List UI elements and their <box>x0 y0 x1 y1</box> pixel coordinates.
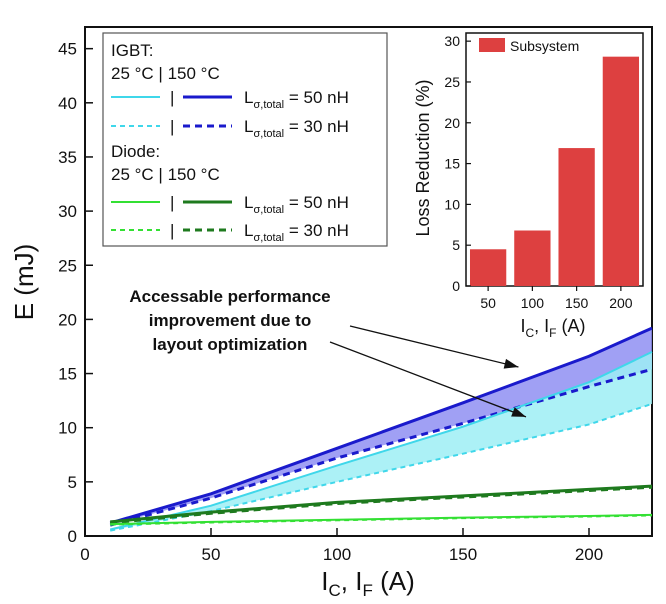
legend-separator: | <box>170 221 174 240</box>
inset-x-ticks: 50 100 150 200 <box>480 286 633 311</box>
legend: IGBT: 25 °C | 150 °C | Lσ,total = 50 nH … <box>102 32 388 247</box>
inset-legend-label: Subsystem <box>510 38 579 54</box>
legend-separator: | <box>170 193 174 212</box>
series-line-7 <box>110 514 653 526</box>
main-y-tick-label: 10 <box>58 419 77 438</box>
inset-bar-chart: 50 100 150 200 0 5 10 15 20 25 30 Subsystem Loss … <box>413 32 644 340</box>
main-y-tick-label: 45 <box>58 40 77 59</box>
legend-diode-temp-header: 25 °C | 150 °C <box>111 165 220 184</box>
inset-bar-200 <box>602 56 640 287</box>
annotation-arrow-line <box>349 325 519 368</box>
main-y-tick-label: 0 <box>68 527 77 546</box>
series-line-1 <box>109 367 653 527</box>
legend-separator: | <box>170 88 174 107</box>
inset-y-tick-label: 30 <box>444 33 460 49</box>
legend-diode-50nh-label: Lσ,total = 50 nH <box>244 193 349 216</box>
inset-legend-swatch <box>479 38 505 52</box>
inset-y-tick-label: 20 <box>444 115 460 131</box>
inset-bar-100 <box>514 230 551 286</box>
inset-y-tick-label: 0 <box>452 278 460 294</box>
main-x-ticks: 0 50 100 150 200 <box>80 528 603 564</box>
inset-x-tick-label: 150 <box>565 295 589 311</box>
annotation-line-3: layout optimization <box>153 335 308 354</box>
legend-diode-title: Diode: <box>111 142 160 161</box>
main-x-tick-label: 0 <box>80 545 89 564</box>
main-x-tick-label: 50 <box>202 545 221 564</box>
inset-bar-150 <box>558 148 595 286</box>
inset-y-tick-label: 10 <box>444 196 460 212</box>
main-y-ticks: 0 5 10 15 20 25 30 35 40 45 <box>58 40 93 546</box>
annotation-line-1: Accessable performance <box>129 287 330 306</box>
main-y-tick-label: 15 <box>58 365 77 384</box>
annotation-arrow-line <box>329 341 527 418</box>
main-x-axis-label: IC, IF (A) <box>321 566 414 600</box>
legend-igbt-temp-header: 25 °C | 150 °C <box>111 64 220 83</box>
annotation-line-2: improvement due to <box>149 311 311 330</box>
annotation-arrow-head <box>511 407 526 417</box>
series-line-5 <box>110 485 653 525</box>
series-line-2 <box>109 350 653 531</box>
inset-bar-50 <box>469 249 507 286</box>
inset-y-ticks: 0 5 10 15 20 25 30 <box>444 33 471 294</box>
legend-igbt-30nh-label: Lσ,total = 30 nH <box>244 117 349 140</box>
main-y-tick-label: 5 <box>68 473 77 492</box>
legend-frame <box>102 32 388 247</box>
series-line-0 <box>109 326 653 525</box>
main-y-tick-label: 35 <box>58 148 77 167</box>
main-y-tick-label: 30 <box>58 202 77 221</box>
annotation-arrows <box>329 325 527 418</box>
inset-bars <box>469 56 640 287</box>
annotation: Accessable performance improvement due t… <box>129 287 527 418</box>
inset-y-axis-label: Loss Reduction (%) <box>413 79 433 236</box>
main-y-tick-label: 25 <box>58 256 77 275</box>
inset-y-tick-label: 5 <box>452 237 460 253</box>
main-series-lines <box>109 326 653 532</box>
inset-x-axis-label: IC, IF (A) <box>520 316 585 340</box>
inset-y-tick-label: 25 <box>444 74 460 90</box>
annotation-arrow-head <box>503 358 519 369</box>
legend-separator: | <box>170 117 174 136</box>
inset-x-tick-label: 200 <box>609 295 633 311</box>
legend-igbt-50nh-label: Lσ,total = 50 nH <box>244 88 349 111</box>
main-y-axis-label: E (mJ) <box>9 244 39 321</box>
inset-y-tick-label: 15 <box>444 156 460 172</box>
main-y-tick-label: 20 <box>58 310 77 329</box>
inset-x-tick-label: 50 <box>480 295 496 311</box>
legend-diode-30nh-label: Lσ,total = 30 nH <box>244 221 349 244</box>
main-x-tick-label: 150 <box>449 545 477 564</box>
inset-x-tick-label: 100 <box>521 295 545 311</box>
main-x-tick-label: 200 <box>575 545 603 564</box>
legend-igbt-title: IGBT: <box>111 41 154 60</box>
main-x-tick-label: 100 <box>323 545 351 564</box>
main-y-tick-label: 40 <box>58 94 77 113</box>
